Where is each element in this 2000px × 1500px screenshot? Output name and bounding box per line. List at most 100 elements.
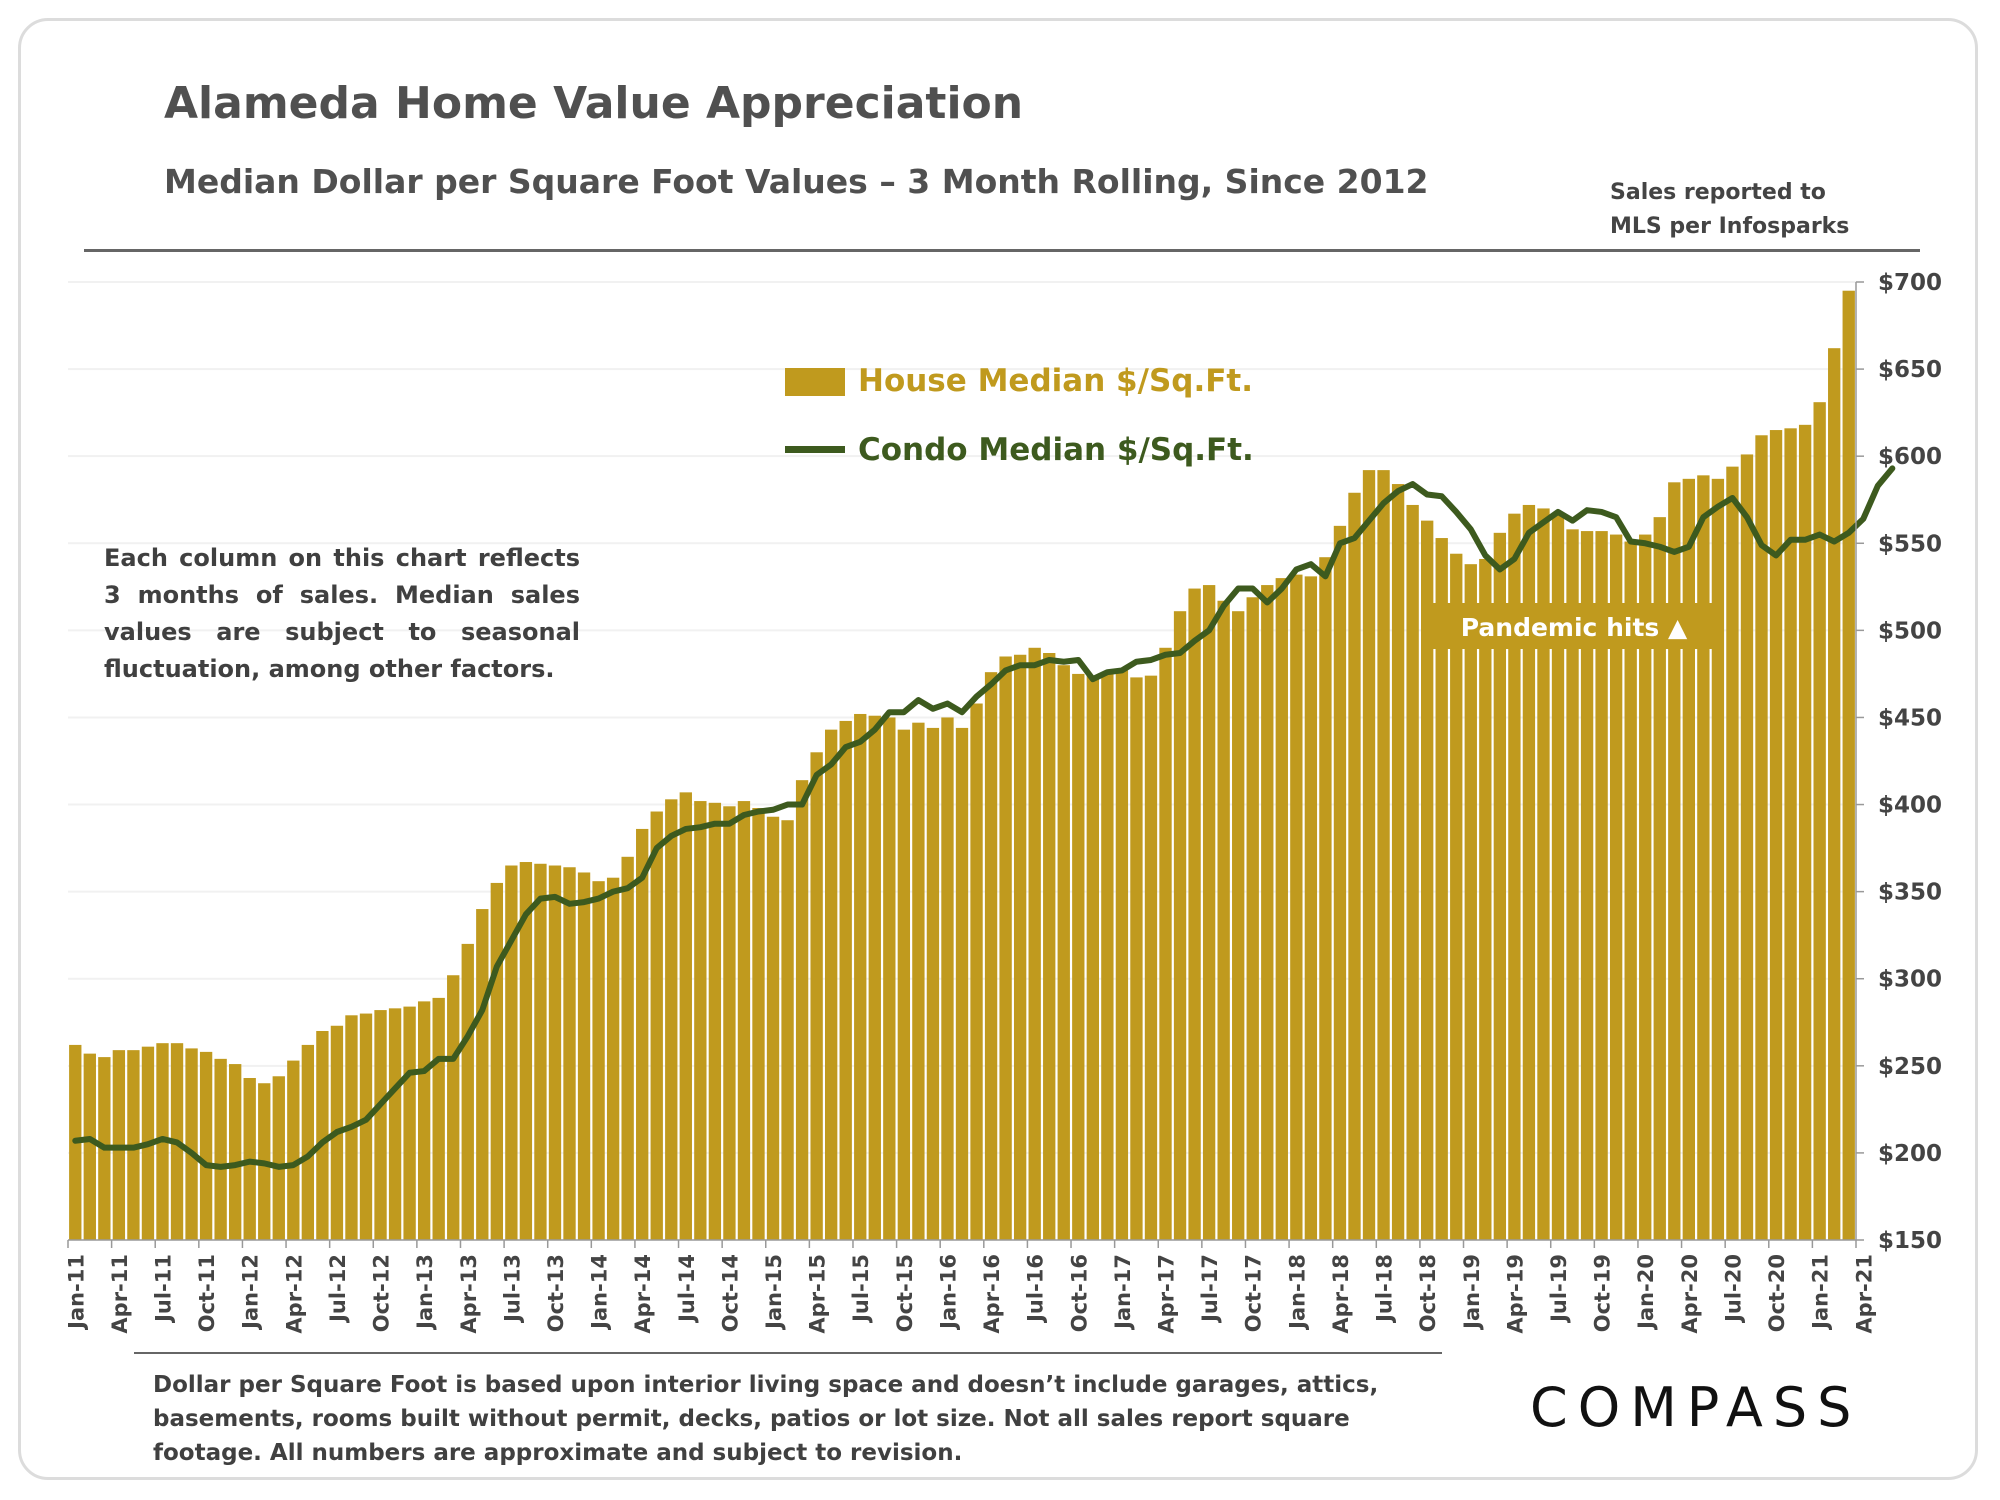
house-bar [1639,534,1652,1240]
house-bar [1261,585,1274,1240]
house-bar [766,816,780,1240]
x-tick-label: Oct-17 [1242,1254,1266,1332]
chart-subtitle: Median Dollar per Square Foot Values – 3… [164,162,1429,201]
x-tick-label: Apr-21 [1852,1254,1876,1334]
house-bar [1130,677,1143,1240]
legend-bar-swatch [785,368,845,396]
house-bar [781,820,794,1240]
house-bar [694,801,707,1240]
house-bar [1333,525,1347,1240]
house-bar [1028,647,1041,1240]
house-bar [737,801,751,1240]
legend-bar-label: House Median $/Sq.Ft. [858,363,1253,399]
house-bar [1202,585,1216,1240]
pandemic-annotation-box [1432,603,1717,649]
house-bar [1828,348,1841,1240]
x-tick-label: Apr-17 [1155,1254,1179,1334]
x-tick-label: Jul-13 [500,1254,524,1324]
house-bar [1159,647,1172,1240]
house-bar [883,717,896,1240]
house-bar [505,865,518,1240]
x-tick-label: Jan-12 [239,1254,263,1331]
house-bar [708,802,722,1240]
y-tick-label: $200 [1878,1141,1942,1167]
compass-logo: COMPASS [1530,1376,1862,1439]
house-bar [1290,574,1303,1240]
house-bar [868,715,881,1240]
house-bar [1726,466,1739,1241]
house-bar [679,792,692,1240]
house-bar [1348,492,1361,1240]
house-bar [665,799,678,1240]
x-tick-label: Jan-18 [1285,1254,1309,1331]
x-tick-label: Jan-21 [1809,1254,1833,1331]
condo-line [72,465,1896,1170]
house-bar [1232,611,1245,1240]
house-bar [1435,538,1448,1240]
house-bar [1769,430,1783,1240]
chart-title: Alameda Home Value Appreciation [164,78,1024,129]
house-bar [1508,513,1521,1240]
house-bar [490,882,503,1240]
footer-divider [134,1352,1442,1354]
x-tick-label: Oct-19 [1591,1254,1615,1332]
source-line-1: Sales reported to [1610,180,1826,205]
house-bar [606,877,620,1240]
house-bar [1362,470,1376,1241]
house-bar [1682,478,1695,1240]
x-tick-label: Apr-18 [1329,1254,1353,1334]
house-bar [1668,482,1681,1240]
x-tick-label: Apr-15 [806,1254,830,1334]
x-tick-label: Apr-20 [1678,1254,1702,1334]
x-tick-label: Jan-15 [762,1254,786,1331]
x-tick-label: Oct-14 [718,1254,742,1332]
y-tick-label: $600 [1878,444,1942,470]
house-bar [1304,576,1318,1240]
house-bar [1609,534,1623,1240]
y-tick-label: $400 [1878,793,1942,819]
source-line-2: MLS per Infosparks [1610,214,1850,239]
house-bar [1522,504,1536,1240]
x-tick-label: Jul-17 [1198,1254,1222,1324]
y-tick-label: $650 [1878,357,1942,383]
house-bar [1173,611,1187,1240]
source-note: Sales reported to MLS per Infosparks [1610,176,1940,244]
y-tick-label: $500 [1878,618,1942,644]
pandemic-annotation-text: Pandemic hits ▲ [1461,613,1688,642]
house-bar [723,806,736,1240]
chart-note: Each column on this chart reflects 3 mon… [104,544,580,683]
house-bar [447,975,460,1240]
x-tick-label: Jul-16 [1024,1254,1048,1324]
y-tick-label: $250 [1878,1054,1942,1080]
x-tick-label: Oct-18 [1416,1254,1440,1332]
house-bar [941,717,954,1240]
pandemic-annotation: Pandemic hits ▲ [1432,603,1717,649]
house-bar [1624,541,1637,1240]
house-bar [1842,290,1855,1240]
house-bar [359,1013,373,1240]
house-bar [897,729,911,1240]
house-bar [1697,475,1710,1241]
house-bar [1755,435,1768,1240]
house-bar [1551,513,1565,1240]
house-bar [316,1030,329,1240]
house-bar [301,1044,315,1240]
x-tick-label: Oct-16 [1067,1254,1091,1332]
house-bar [1566,529,1579,1240]
bar-layer [69,290,1855,1241]
house-bar [1406,504,1419,1240]
house-bar [999,656,1012,1240]
house-bar [476,909,489,1240]
house-bar [272,1076,285,1240]
house-bar [1319,557,1332,1240]
x-tick-label: Jul-18 [1373,1254,1397,1324]
house-bar [621,856,634,1240]
house-bar [374,1010,387,1240]
house-bar [1275,578,1288,1240]
house-bar [650,811,663,1240]
legend-line-swatch [785,446,845,453]
house-bar [854,713,867,1240]
house-bar [1421,520,1434,1240]
house-bar [1101,673,1114,1240]
